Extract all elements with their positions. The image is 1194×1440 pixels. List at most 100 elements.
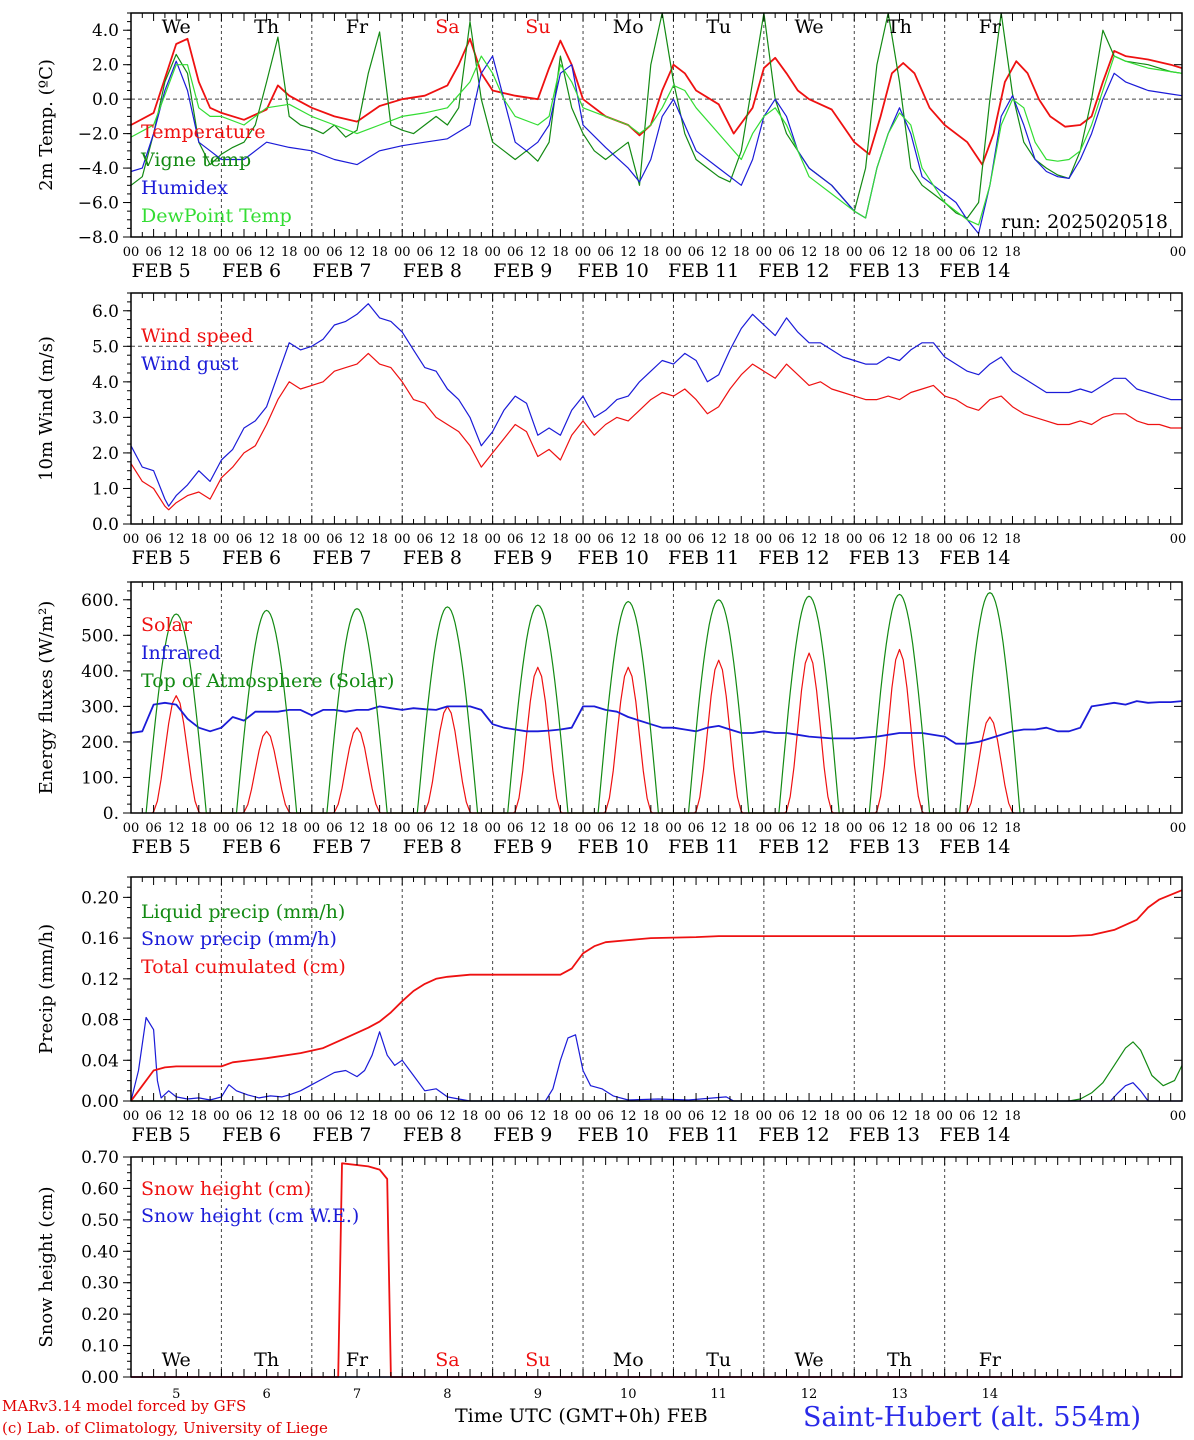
- hour-tick-label: 06: [507, 532, 524, 547]
- date-label: FEB 13: [849, 1124, 920, 1146]
- date-label: FEB 11: [668, 547, 739, 569]
- hour-tick-label: 18: [371, 1109, 388, 1124]
- hour-tick-label: 06: [597, 532, 614, 547]
- day-letter: We: [162, 1349, 191, 1371]
- hour-tick-label: 12: [258, 821, 275, 836]
- day-letter: Fr: [979, 1349, 1002, 1371]
- series-line-snow-height-cm-: [131, 1162, 1182, 1378]
- hour-tick-label: 12: [349, 532, 366, 547]
- date-label: FEB 9: [493, 260, 552, 282]
- hour-tick-label: 18: [914, 1109, 931, 1124]
- hour-tick-label: 18: [643, 245, 660, 260]
- date-label: FEB 7: [312, 260, 371, 282]
- hour-tick-label: 18: [191, 245, 208, 260]
- hour-tick-label: 12: [258, 245, 275, 260]
- date-label: FEB 10: [578, 260, 649, 282]
- y-tick-label: 0.00: [81, 1368, 119, 1388]
- series-line-temperature: [130, 37, 1183, 166]
- hour-tick-label: 12: [891, 1109, 908, 1124]
- hour-tick-label: 00: [665, 245, 682, 260]
- day-letter: Mo: [613, 16, 644, 38]
- hour-tick-label: 06: [778, 1109, 795, 1124]
- panel-5: 0.00 0.10 0.20 0.30 0.40 0.50 0.60 0.70 Snow hei…: [36, 1148, 1183, 1402]
- day-letter: Th: [254, 16, 279, 38]
- day-letter: Sa: [435, 16, 459, 38]
- date-label: FEB 14: [939, 260, 1010, 282]
- date-label: FEB 9: [493, 836, 552, 858]
- day-letter: Th: [887, 1349, 912, 1371]
- hour-tick-label: 00: [394, 245, 411, 260]
- hour-tick-label: 12: [530, 1109, 547, 1124]
- date-label: FEB 5: [132, 547, 191, 569]
- y-tick-label: 0.0: [92, 515, 119, 535]
- day-number-label: 13: [891, 1387, 908, 1402]
- y-tick-label: 6.0: [92, 302, 119, 322]
- hour-tick-label: 06: [778, 532, 795, 547]
- hour-tick-label: 00: [213, 1109, 230, 1124]
- hour-tick-label: 18: [552, 245, 569, 260]
- hour-tick-label: 06: [688, 245, 705, 260]
- hour-tick-label: 06: [597, 1109, 614, 1124]
- hour-tick-label: 12: [891, 245, 908, 260]
- hour-tick-label: 06: [326, 821, 343, 836]
- hour-tick-label: 06: [959, 245, 976, 260]
- day-letter: We: [794, 16, 823, 38]
- hour-tick-label: 00: [304, 245, 321, 260]
- y-tick-label: 0.60: [81, 1179, 119, 1199]
- date-label: FEB 14: [939, 836, 1010, 858]
- hour-tick-label: 00: [936, 1109, 953, 1124]
- y-tick-label: 0.16: [81, 929, 119, 949]
- series-line-snow-precip-mm-h-: [130, 1016, 1182, 1102]
- hour-tick-label: 18: [371, 532, 388, 547]
- hour-tick-label: 12: [801, 1109, 818, 1124]
- y-tick-label: 0.30: [81, 1274, 119, 1294]
- hour-tick-label: 00: [213, 532, 230, 547]
- series-line-wind-gust: [130, 303, 1182, 507]
- date-label: FEB 10: [578, 1124, 649, 1146]
- hour-tick-label: 12: [982, 821, 999, 836]
- legend-entry: Humidex: [141, 177, 228, 199]
- hour-tick-label: 12: [710, 532, 727, 547]
- hour-tick-label: 06: [236, 245, 253, 260]
- hour-tick-label: 00: [756, 1109, 773, 1124]
- hour-tick-label: 00: [304, 532, 321, 547]
- hour-tick-label: 06: [236, 532, 253, 547]
- hour-tick-label: 06: [869, 532, 886, 547]
- hour-tick-label: 18: [823, 821, 840, 836]
- date-label: FEB 6: [222, 547, 281, 569]
- hour-tick-label: 18: [733, 245, 750, 260]
- panel-2: 0.0 1.0 2.0 3.0 4.0 5.0 6.0 10m Wind (m/s) Wind …: [36, 292, 1186, 569]
- hour-tick-label: 12: [168, 1109, 185, 1124]
- hour-tick-label: 12: [982, 1109, 999, 1124]
- hour-tick-label: 06: [688, 1109, 705, 1124]
- day-number-label: 5: [172, 1387, 180, 1402]
- hour-tick-label: 12: [439, 532, 456, 547]
- date-label: FEB 8: [403, 547, 462, 569]
- hour-tick-label: 18: [914, 245, 931, 260]
- hour-tick-label: 18: [823, 245, 840, 260]
- date-label: FEB 12: [758, 547, 829, 569]
- y-tick-label: 0.12: [81, 970, 119, 990]
- hour-tick-label: 00: [304, 821, 321, 836]
- y-axis-label: 2m Temp. (ºC): [36, 59, 57, 191]
- legend-entry: Snow height (cm): [141, 1178, 311, 1200]
- hour-tick-label: 06: [597, 245, 614, 260]
- series-line-dewpoint-temp: [130, 55, 1183, 226]
- hour-tick-label: 12: [439, 1109, 456, 1124]
- hour-tick-label: 18: [552, 821, 569, 836]
- hour-tick-label: 00: [756, 821, 773, 836]
- hour-tick-label: 00: [756, 245, 773, 260]
- y-tick-label: 100.: [81, 768, 119, 788]
- date-label: FEB 11: [668, 1124, 739, 1146]
- hour-tick-label: 00: [1170, 1109, 1187, 1124]
- hour-tick-label: 06: [326, 532, 343, 547]
- panel-4: 0.00 0.04 0.08 0.12 0.16 0.20 Precip (mm/h) Liq…: [36, 876, 1187, 1146]
- hour-tick-label: 12: [801, 532, 818, 547]
- hour-tick-label: 06: [959, 821, 976, 836]
- hour-tick-label: 00: [213, 821, 230, 836]
- y-tick-label: 500.: [81, 626, 119, 646]
- y-tick-label: 2.0: [92, 444, 119, 464]
- series-line-wind-speed: [130, 352, 1182, 511]
- y-tick-label: −4.0: [78, 159, 119, 179]
